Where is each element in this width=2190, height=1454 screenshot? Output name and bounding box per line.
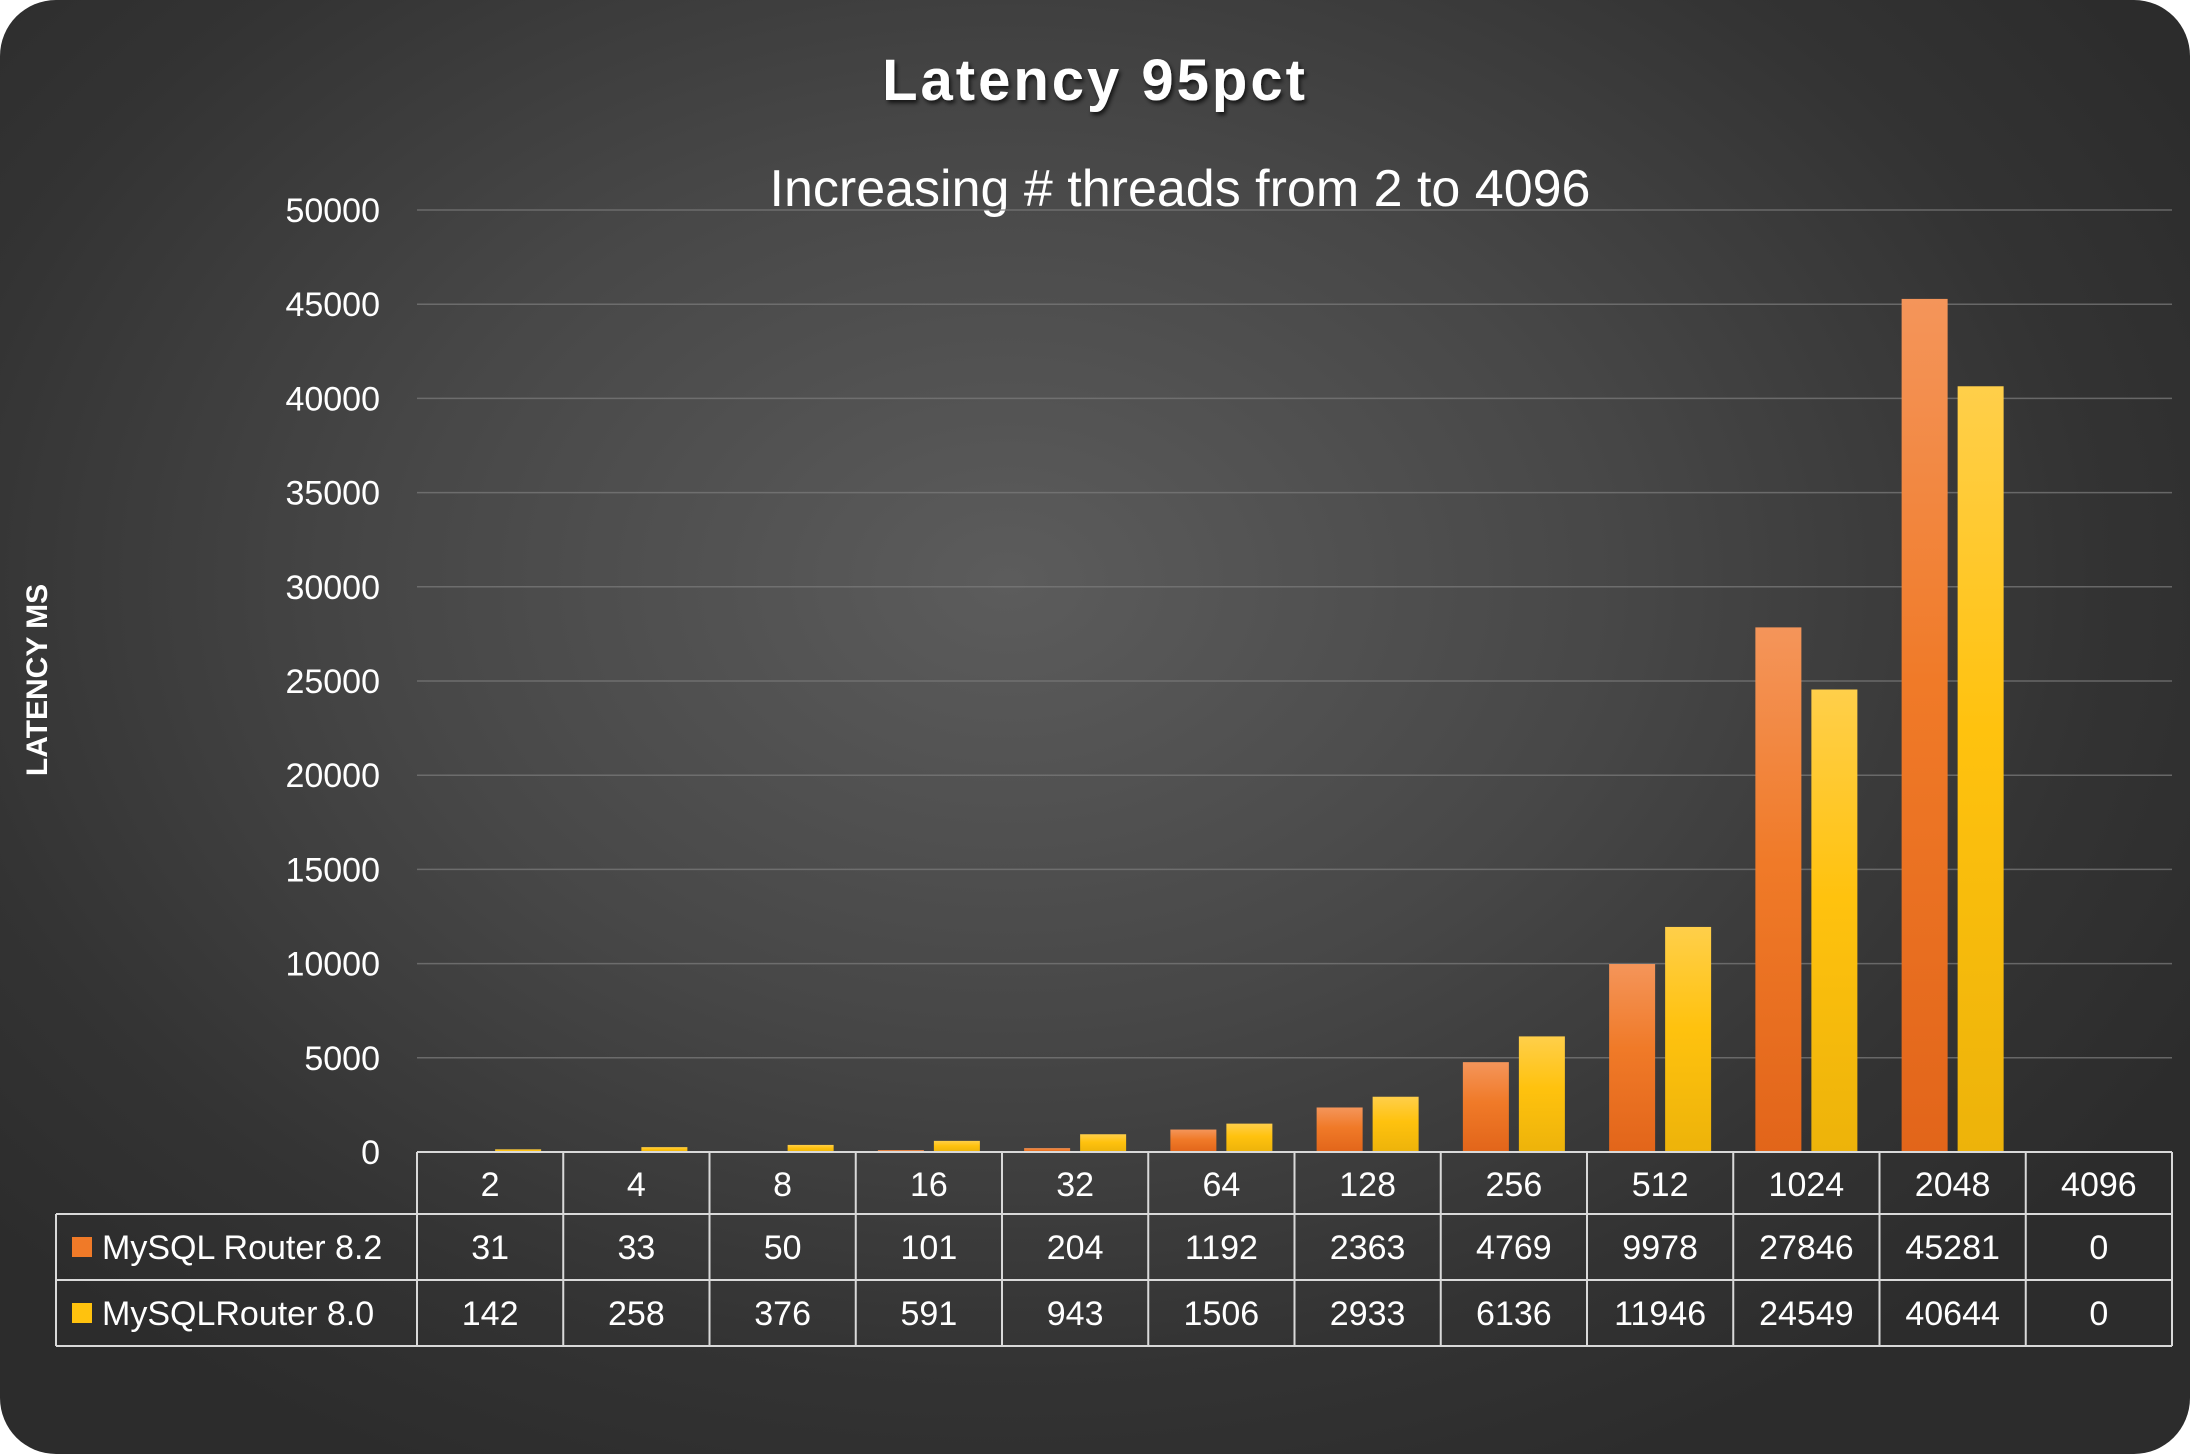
- data-label: 31: [471, 1229, 509, 1267]
- bar-mysqlrouter-8-0-256: [1518, 1036, 1565, 1152]
- bar-mysqlrouter-8-0-2048: [1957, 386, 2004, 1152]
- bar-mysqlrouter-8-0-16: [933, 1140, 980, 1152]
- bar-mysql-router-8-2-32: [1024, 1148, 1071, 1152]
- data-label: 204: [1047, 1229, 1104, 1267]
- y-tick-label: 25000: [285, 663, 380, 701]
- x-category-label: 256: [1486, 1166, 1543, 1204]
- legend-swatch: [72, 1237, 92, 1257]
- y-tick-label: 5000: [304, 1040, 380, 1078]
- y-tick-label: 40000: [285, 380, 380, 418]
- chart-title: Latency 95pct: [882, 48, 1308, 113]
- bar-mysql-router-8-2-1024: [1755, 627, 1802, 1152]
- data-label: 1192: [1185, 1229, 1258, 1267]
- x-category-label: 2048: [1915, 1166, 1991, 1204]
- data-label: 9978: [1622, 1229, 1698, 1267]
- bar-mysqlrouter-8-0-8: [787, 1144, 834, 1152]
- data-label: 6136: [1476, 1295, 1552, 1333]
- x-category-label: 512: [1632, 1166, 1689, 1204]
- bar-mysqlrouter-8-0-512: [1665, 926, 1712, 1152]
- bar-mysql-router-8-2-2048: [1901, 298, 1948, 1152]
- data-label: 0: [2089, 1295, 2108, 1333]
- bar-mysqlrouter-8-0-32: [1080, 1134, 1127, 1152]
- x-category-label: 8: [773, 1166, 792, 1204]
- y-axis-ticks: 0 5000 10000 15000 20000 25000 30000 35000 40000…: [285, 192, 380, 1172]
- x-category-label: 32: [1056, 1166, 1094, 1204]
- data-label: 24549: [1759, 1295, 1854, 1333]
- x-category-label: 4: [627, 1166, 646, 1204]
- data-label: 40644: [1905, 1295, 2000, 1333]
- data-label: 591: [901, 1295, 958, 1333]
- y-tick-label: 50000: [285, 192, 380, 230]
- x-category-label: 2: [481, 1166, 500, 1204]
- y-tick-label: 15000: [285, 851, 380, 889]
- bar-mysql-router-8-2-64: [1170, 1129, 1217, 1152]
- x-category-label: 128: [1339, 1166, 1396, 1204]
- data-label: 4769: [1476, 1229, 1552, 1267]
- data-label: 33: [617, 1229, 655, 1267]
- y-tick-label: 30000: [285, 569, 380, 607]
- bar-mysql-router-8-2-256: [1462, 1062, 1509, 1152]
- data-label: 2933: [1330, 1295, 1406, 1333]
- bar-mysqlrouter-8-0-64: [1226, 1123, 1273, 1152]
- y-tick-label: 35000: [285, 475, 380, 513]
- y-tick-label: 10000: [285, 946, 380, 984]
- legend-label: MySQLRouter 8.0: [102, 1295, 374, 1333]
- data-label: 27846: [1759, 1229, 1854, 1267]
- bar-mysqlrouter-8-0-128: [1372, 1096, 1419, 1152]
- data-label: 1506: [1184, 1295, 1260, 1333]
- data-label: 2363: [1330, 1229, 1406, 1267]
- bar-mysqlrouter-8-0-4: [641, 1147, 688, 1152]
- x-category-label: 1024: [1769, 1166, 1845, 1204]
- data-label: 943: [1047, 1295, 1104, 1333]
- bars: [439, 298, 2004, 1152]
- x-category-label: 16: [910, 1166, 948, 1204]
- data-label: 0: [2089, 1229, 2108, 1267]
- bar-mysql-router-8-2-128: [1316, 1107, 1363, 1152]
- data-label: 45281: [1905, 1229, 2000, 1267]
- data-label: 376: [754, 1295, 811, 1333]
- x-category-label: 64: [1202, 1166, 1240, 1204]
- y-tick-label: 45000: [285, 286, 380, 324]
- chart-subtitle: Increasing # threads from 2 to 4096: [770, 160, 1591, 218]
- y-tick-label: 0: [361, 1134, 380, 1172]
- legend-label: MySQL Router 8.2: [102, 1229, 382, 1267]
- gridlines: [417, 209, 2172, 1059]
- legend-swatch: [72, 1303, 92, 1323]
- data-table: 2 4 8 16 32 64 128 256 512 1024 2048 4096 MySQL Rout…: [55, 1151, 2173, 1347]
- data-label: 142: [462, 1295, 519, 1333]
- x-category-label: 4096: [2061, 1166, 2137, 1204]
- data-label: 258: [608, 1295, 665, 1333]
- y-tick-label: 20000: [285, 757, 380, 795]
- bar-mysqlrouter-8-0-2: [495, 1149, 542, 1152]
- bar-mysqlrouter-8-0-1024: [1811, 689, 1858, 1152]
- bar-mysql-router-8-2-512: [1609, 964, 1656, 1152]
- data-label: 101: [901, 1229, 958, 1267]
- y-axis-label: LATENCY MS: [21, 584, 54, 776]
- data-label: 11946: [1614, 1295, 1706, 1333]
- data-label: 50: [764, 1229, 802, 1267]
